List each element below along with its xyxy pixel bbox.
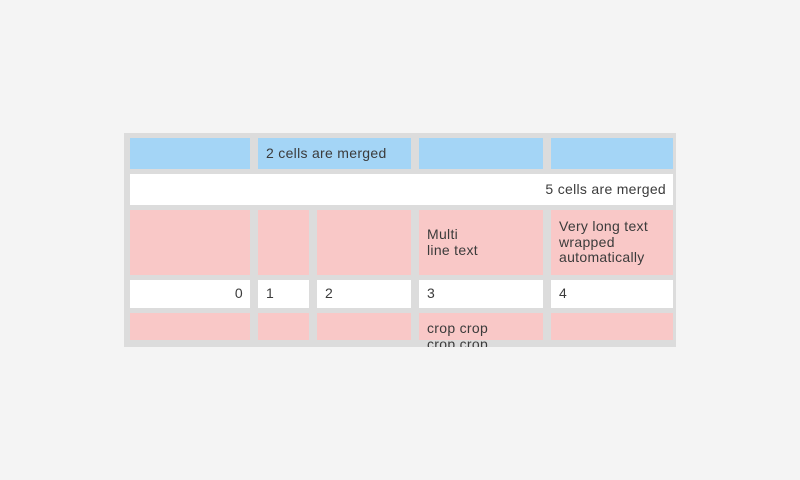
- table-cell-r1c2-merged[interactable]: 2 cells are merged: [258, 138, 411, 169]
- table-cell-r3c4-multiline[interactable]: Multi line text: [419, 210, 543, 275]
- table-cell-r4c3[interactable]: 2: [317, 280, 411, 308]
- table-cell-r1c5[interactable]: [551, 138, 673, 169]
- table-cell-r3c1[interactable]: [130, 210, 250, 275]
- table-cell-r4c1[interactable]: 0: [130, 280, 250, 308]
- table-cell-r4c4[interactable]: 3: [419, 280, 543, 308]
- table-cell-r3c5-wrapped[interactable]: Very long text wrapped automatically: [551, 210, 673, 275]
- table-cell-r4c2[interactable]: 1: [258, 280, 309, 308]
- table-cell-r3c2[interactable]: [258, 210, 309, 275]
- table-cell-r5c3[interactable]: [317, 313, 411, 340]
- cropped-text: crop crop crop crop: [427, 320, 489, 347]
- table-cell-r2-merged[interactable]: 5 cells are merged: [130, 174, 673, 205]
- table-cell-r1c1[interactable]: [130, 138, 250, 169]
- table-cell-r3c3[interactable]: [317, 210, 411, 275]
- wrapped-text: Very long text wrapped automatically: [559, 218, 649, 266]
- table-cell-r5c5[interactable]: [551, 313, 673, 340]
- table-cell-r5c1[interactable]: [130, 313, 250, 340]
- table-cell-r4c5[interactable]: 4: [551, 280, 673, 308]
- table-cell-r5c2[interactable]: [258, 313, 309, 340]
- table-cell-r5c4-cropped[interactable]: crop crop crop crop: [419, 313, 543, 347]
- table-cell-r1c4[interactable]: [419, 138, 543, 169]
- table-widget[interactable]: 2 cells are merged 5 cells are merged Mu…: [124, 133, 676, 347]
